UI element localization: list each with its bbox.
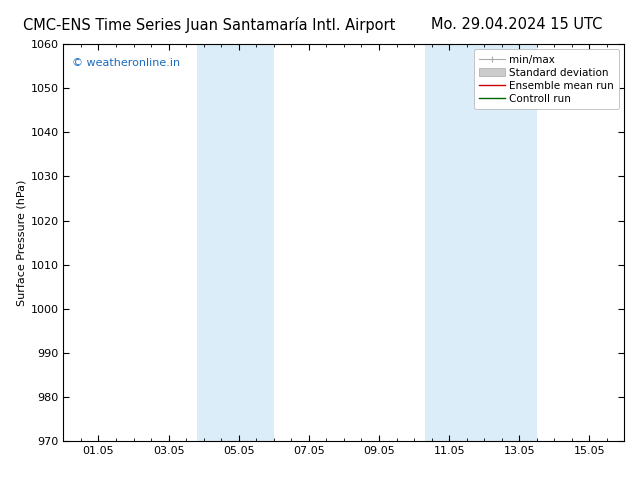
Bar <box>197 44 274 441</box>
Bar <box>425 44 537 441</box>
Text: CMC-ENS Time Series Juan Santamaría Intl. Airport: CMC-ENS Time Series Juan Santamaría Intl… <box>23 17 396 33</box>
Text: Mo. 29.04.2024 15 UTC: Mo. 29.04.2024 15 UTC <box>431 17 602 32</box>
Y-axis label: Surface Pressure (hPa): Surface Pressure (hPa) <box>16 179 26 306</box>
Legend: min/max, Standard deviation, Ensemble mean run, Controll run: min/max, Standard deviation, Ensemble me… <box>474 49 619 109</box>
Text: © weatheronline.in: © weatheronline.in <box>72 58 180 68</box>
